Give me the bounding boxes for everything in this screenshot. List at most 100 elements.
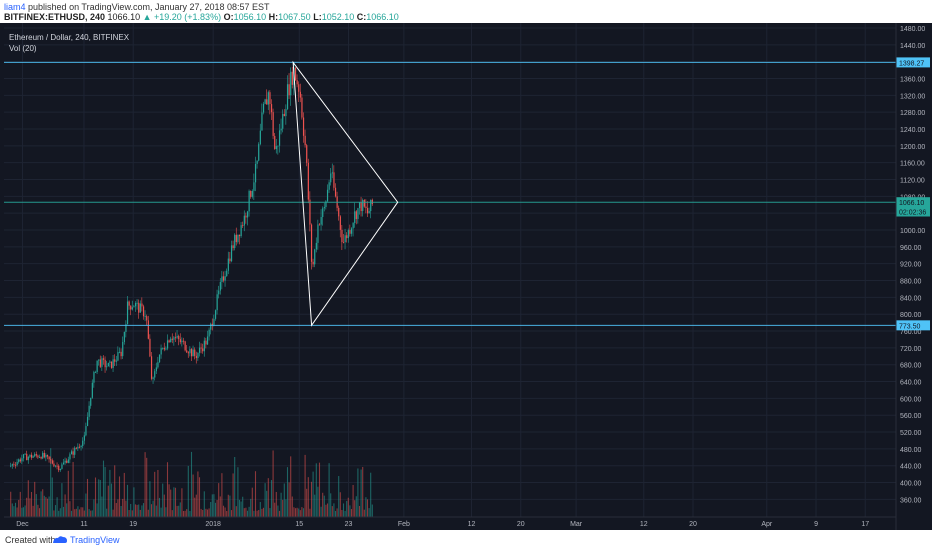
candle-body [205,340,207,345]
volume-bar [32,505,34,517]
volume-bar [213,494,215,517]
candle-body [334,187,337,197]
candle-body [128,301,130,306]
candle-body [306,145,308,163]
candle-body [325,201,327,208]
y-tick-label: 600.00 [900,396,922,403]
volume-bar [285,499,287,517]
candle-body [366,208,369,214]
y-tick-label: 880.00 [900,279,922,286]
volume-bar [197,471,199,517]
volume-bar [21,507,23,517]
volume-bar [173,487,175,517]
volume-bar [272,450,274,517]
candle-body [198,347,201,353]
candle-body [224,276,226,281]
close-label: C: [356,12,367,22]
volume-bar [131,510,133,517]
volume-bar [117,499,119,517]
volume-bar [245,507,247,517]
volume-bar [248,506,250,517]
volume-bar [325,504,327,517]
author-link[interactable]: liam4 [4,2,26,12]
volume-bar [365,497,367,517]
candle-body [182,340,185,342]
candle-body [178,336,180,340]
volume-bar [205,508,207,517]
volume-bar [219,496,221,517]
candle-body [278,130,281,146]
price-change: ▲ +19.20 (+1.83%) [142,12,222,22]
candle-body [69,454,71,460]
volume-bar [165,507,167,517]
candle-body [29,454,31,457]
volume-bar [262,507,265,517]
volume-bar [94,477,97,517]
volume-bar [72,461,74,517]
candle-body [90,397,92,406]
candle-body [157,362,159,368]
volume-bar [250,498,252,517]
volume-bar [38,508,41,517]
candle-body [259,130,261,145]
y-tick-label: 800.00 [900,312,922,319]
volume-bar [96,503,98,517]
candle-body [333,172,335,188]
price-chart[interactable]: 1480.001440.001400.001360.001320.001280.… [0,23,932,530]
candle-body [283,113,285,117]
volume-bar [77,506,79,517]
high-label: H: [268,12,279,22]
candle-body [299,91,301,98]
volume-bar [14,502,17,517]
price-label: 773.50 [899,323,921,330]
candle-body [181,340,183,343]
volume-bar [264,483,266,517]
candle-body [19,459,21,462]
volume-bar [286,467,289,517]
candle-body [133,306,135,308]
candle-body [322,208,324,218]
volume-bar [320,506,322,517]
volume-bar [50,448,52,517]
volume-bar [144,452,146,517]
volume-bar [142,503,145,517]
volume-bar [274,502,276,517]
volume-bar [283,483,285,517]
volume-bar [61,483,63,517]
low-value: 1052.10 [321,12,355,22]
candle-body [99,359,101,367]
candle-body [80,445,82,447]
tradingview-brand[interactable]: TradingView [70,535,120,545]
volume-bar [304,454,306,517]
volume-bar [16,507,18,517]
volume-bar [349,505,351,517]
volume-bar [155,505,157,517]
candle-body [109,361,111,363]
candle-body [21,458,23,462]
candle-body [232,245,234,249]
volume-bar [93,499,95,517]
volume-bar [30,491,33,517]
volume-bar [307,477,309,517]
candle-body [22,454,25,459]
candle-body [58,465,60,471]
candle-body [235,234,237,242]
candle-body [66,460,68,463]
candle-body [312,261,314,265]
publish-line: liam4 published on TradingView.com, Janu… [4,2,270,12]
volume-bar [104,466,106,517]
candle-body [344,235,346,243]
candle-body [48,456,50,460]
candle-body [34,454,36,457]
volume-bar [133,487,135,517]
x-tick-label: 11 [80,521,87,528]
y-tick-label: 1200.00 [900,144,925,151]
volume-bar [251,487,253,517]
x-tick-label: 20 [689,521,697,528]
volume-bar [109,469,111,517]
volume-bar [238,499,241,517]
volume-bar [342,503,345,517]
price-label-box [896,206,930,217]
candle-body [274,135,276,150]
volume-bar [296,507,298,517]
